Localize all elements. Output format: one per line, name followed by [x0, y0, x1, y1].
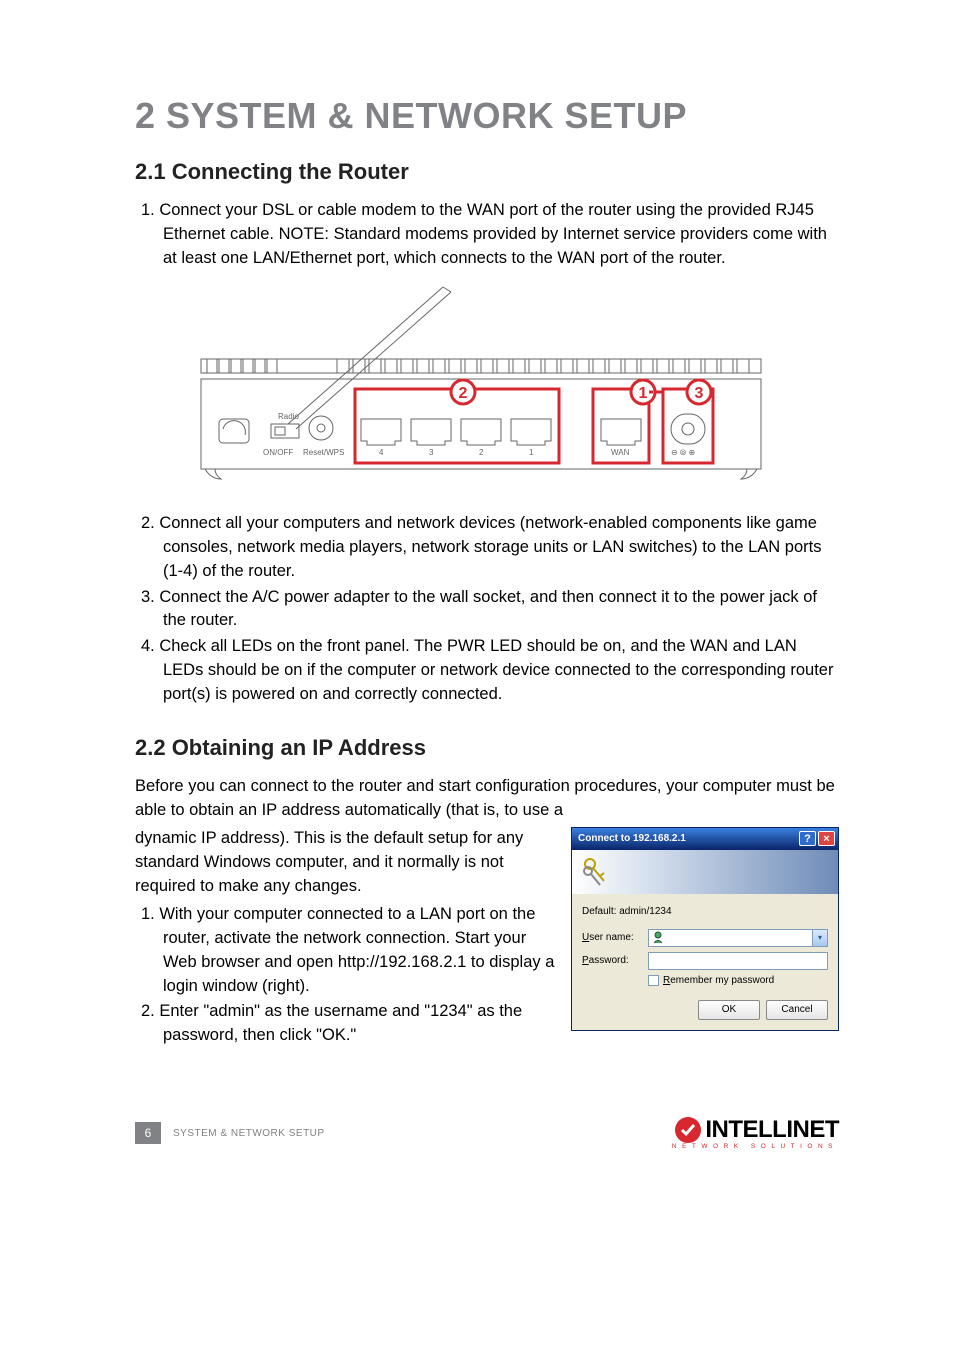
svg-text:2: 2	[479, 448, 484, 457]
intellinet-logo: INTELLINET NETWORK SOLUTIONS	[672, 1116, 839, 1150]
section-21-heading: 2.1 Connecting the Router	[135, 159, 839, 185]
svg-text:2: 2	[459, 385, 468, 402]
para-22-b: dynamic IP address). This is the default…	[135, 827, 559, 899]
svg-text:3: 3	[429, 448, 434, 457]
step-2: 2. Connect all your computers and networ…	[135, 512, 839, 584]
svg-text:3: 3	[695, 385, 704, 402]
footer-section-label: SYSTEM & NETWORK SETUP	[173, 1128, 325, 1139]
remember-label: Remember my password	[663, 975, 774, 986]
password-field[interactable]	[648, 952, 828, 970]
help-icon[interactable]: ?	[799, 831, 816, 846]
dialog-titlebar: Connect to 192.168.2.1 ? ×	[572, 828, 838, 850]
logo-tagline: NETWORK SOLUTIONS	[672, 1143, 839, 1150]
ok-button[interactable]: OK	[698, 1000, 760, 1020]
dialog-banner	[572, 850, 838, 894]
section-22-heading: 2.2 Obtaining an IP Address	[135, 735, 839, 761]
svg-text:1: 1	[529, 448, 534, 457]
s22-step-2: 2. Enter "admin" as the username and "12…	[135, 1000, 559, 1048]
logo-checkmark-icon	[675, 1117, 701, 1143]
remember-checkbox[interactable]	[648, 975, 659, 986]
dialog-realm: Default: admin/1234	[582, 906, 828, 917]
svg-text:4: 4	[379, 448, 384, 457]
svg-text:Radio: Radio	[278, 412, 299, 421]
logo-wordmark: INTELLINET	[705, 1116, 839, 1144]
password-label: Password:	[582, 955, 648, 966]
dialog-title: Connect to 192.168.2.1	[578, 833, 797, 844]
username-field[interactable]: ▾	[648, 929, 828, 947]
step-1-note-label: NOTE:	[279, 225, 329, 243]
router-rear-diagram: Radio ON/OFF Reset/WPS 4 3 2 1 WAN	[163, 279, 793, 494]
keys-icon	[580, 855, 610, 889]
svg-text:ON/OFF: ON/OFF	[263, 448, 293, 457]
svg-text:⊖ ⦾ ⊕: ⊖ ⦾ ⊕	[671, 448, 695, 457]
step-1: 1. Connect your DSL or cable modem to th…	[135, 199, 839, 271]
svg-text:1: 1	[639, 385, 648, 402]
s22-step-1: 1. With your computer connected to a LAN…	[135, 903, 559, 999]
chevron-down-icon[interactable]: ▾	[812, 930, 827, 946]
svg-text:Reset/WPS: Reset/WPS	[303, 448, 344, 457]
cancel-button[interactable]: Cancel	[766, 1000, 828, 1020]
user-icon	[652, 931, 665, 944]
username-label: User name:	[582, 932, 648, 943]
login-dialog: Connect to 192.168.2.1 ? × Default: admi…	[571, 827, 839, 1031]
page-number: 6	[135, 1122, 161, 1144]
para-22-a: Before you can connect to the router and…	[135, 775, 839, 823]
step-3: 3. Connect the A/C power adapter to the …	[135, 586, 839, 634]
step-4: 4. Check all LEDs on the front panel. Th…	[135, 635, 839, 707]
close-icon[interactable]: ×	[818, 831, 835, 846]
page-title: 2 SYSTEM & NETWORK SETUP	[135, 95, 839, 137]
svg-text:WAN: WAN	[611, 448, 630, 457]
